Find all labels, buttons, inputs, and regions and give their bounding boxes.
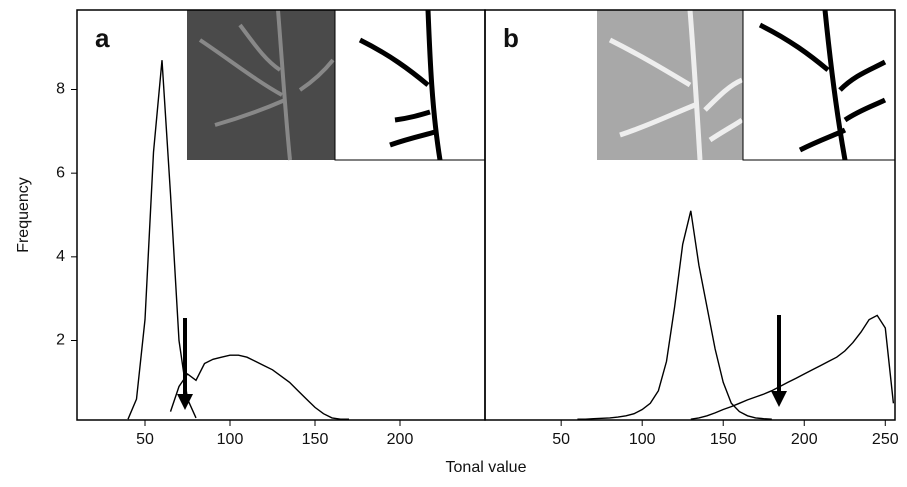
inset-veins-a bbox=[198, 9, 335, 161]
inset-gray-a bbox=[187, 10, 335, 160]
inset-binary-b bbox=[742, 9, 896, 161]
x-axis-title: Tonal value bbox=[446, 459, 527, 476]
line bbox=[127, 60, 197, 420]
panel-label: b bbox=[503, 23, 519, 53]
inset-gray-b bbox=[597, 10, 743, 160]
x-tick-label: 200 bbox=[387, 431, 414, 448]
line bbox=[169, 354, 349, 420]
x-tick-label: 50 bbox=[136, 431, 154, 448]
y-axis-title: Frequency bbox=[15, 177, 32, 253]
x-tick-label: 250 bbox=[872, 431, 899, 448]
inset-images bbox=[187, 9, 896, 161]
y-tick-label: 8 bbox=[56, 81, 65, 98]
x-tick-label: 100 bbox=[629, 431, 656, 448]
x-tick-label: 100 bbox=[217, 431, 244, 448]
x-tick-label: 200 bbox=[791, 431, 818, 448]
arrow-head bbox=[771, 391, 787, 407]
arrow-head bbox=[177, 394, 193, 410]
inset-veins-b bbox=[608, 9, 744, 161]
x-tick-label: 50 bbox=[552, 431, 570, 448]
inset-veins-binary-a bbox=[358, 9, 443, 161]
line bbox=[690, 314, 895, 420]
plot-frame bbox=[484, 9, 896, 421]
x-tick-label: 150 bbox=[710, 431, 737, 448]
arrows bbox=[177, 315, 787, 410]
y-tick-label: 2 bbox=[56, 332, 65, 349]
line bbox=[577, 210, 772, 420]
inset-veins-binary-b bbox=[758, 9, 887, 161]
x-tick-label: 150 bbox=[302, 431, 329, 448]
y-tick-label: 6 bbox=[56, 164, 65, 181]
y-tick-label: 4 bbox=[56, 248, 65, 265]
panel-label: a bbox=[95, 23, 110, 53]
